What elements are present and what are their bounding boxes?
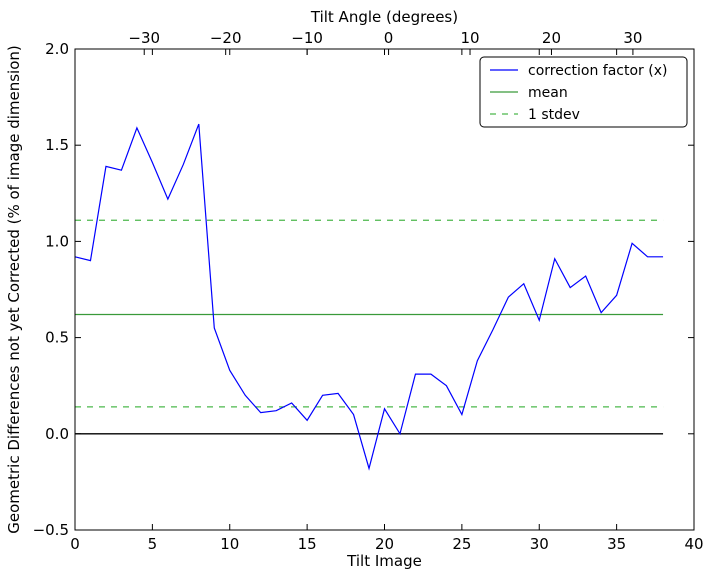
x-tick-label: 15 [298,535,317,553]
y-tick-label: −0.5 [33,521,69,539]
top-tick-label: −20 [210,29,242,47]
x-tick-label: 25 [452,535,471,553]
x-tick-label: 35 [607,535,626,553]
top-tick-label: 30 [623,29,642,47]
ticks-layer: 0 5 10 15 20 25 30 35 40 −0.5 0.0 0.5 1.0 1.5 2.0 −30 −2… [33,29,704,553]
legend: correction factor (x) mean 1 stdev [479,56,688,128]
y-axis-label: Geometric Differences not yet Corrected … [5,45,23,534]
y-tick-label: 1.0 [45,232,69,250]
x-tick-label: 40 [684,535,703,553]
top-axis-label: Tilt Angle (degrees) [310,8,458,26]
x-tick-label: 0 [70,535,80,553]
x-tick-label: 20 [375,535,394,553]
x-tick-label: 5 [148,535,158,553]
x-tick-label: 10 [220,535,239,553]
legend-label-stdev: 1 stdev [528,107,580,123]
correction-factor-line [74,123,664,471]
legend-box [479,56,688,128]
legend-label-correction: correction factor (x) [528,63,667,79]
x-axis-label: Tilt Image [346,552,422,570]
y-tick-label: 0.5 [45,329,69,347]
top-tick-label: 10 [460,29,479,47]
y-tick-label: 0.0 [45,425,69,443]
legend-label-mean: mean [528,85,568,101]
plot-frame [74,48,695,531]
top-tick-label: 20 [542,29,561,47]
series-layer [74,123,664,471]
top-tick-label: −10 [291,29,323,47]
x-tick-label: 30 [530,535,549,553]
top-tick-label: −30 [128,29,160,47]
y-tick-label: 2.0 [45,40,69,58]
y-tick-label: 1.5 [45,136,69,154]
top-tick-label: 0 [384,29,394,47]
